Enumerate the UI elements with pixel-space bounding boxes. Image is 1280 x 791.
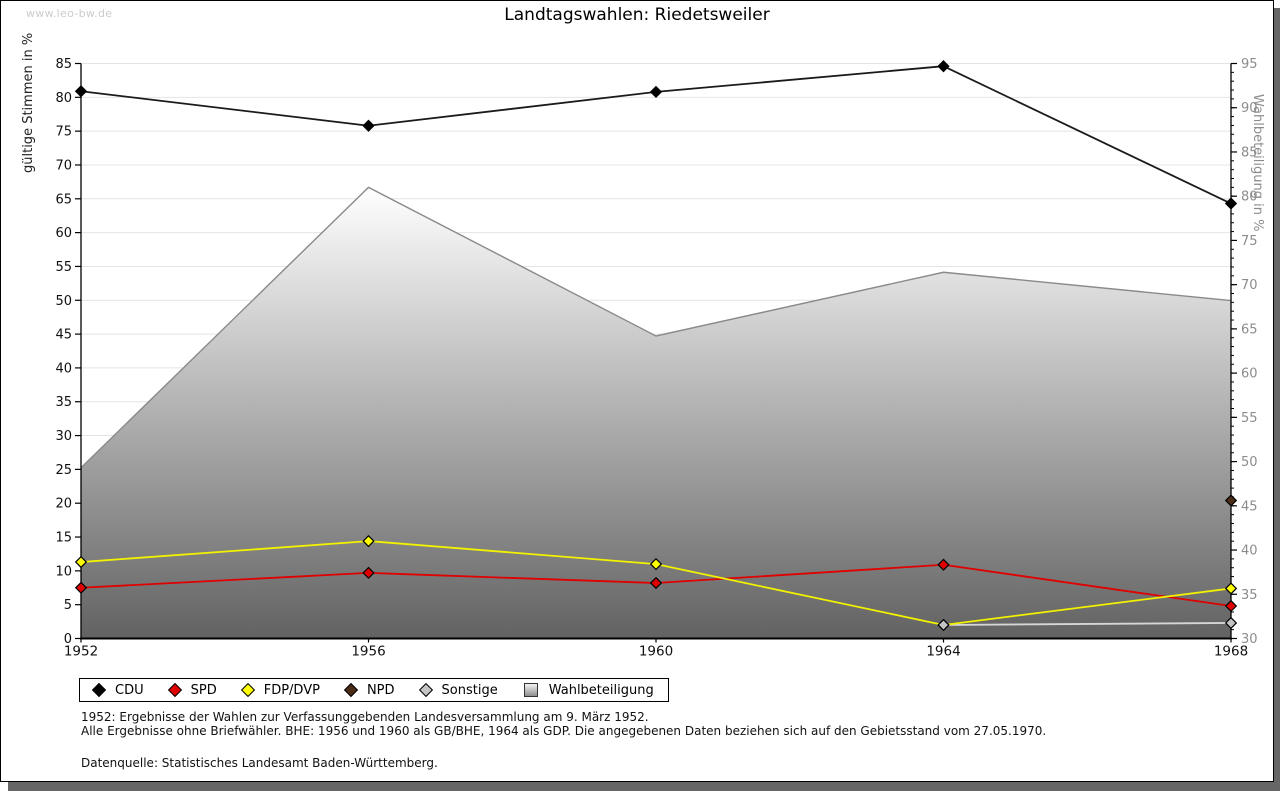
svg-text:1956: 1956 bbox=[351, 644, 385, 660]
legend-label: Sonstige bbox=[441, 682, 498, 698]
svg-text:80: 80 bbox=[1241, 190, 1258, 205]
svg-text:40: 40 bbox=[55, 361, 72, 376]
svg-text:55: 55 bbox=[55, 260, 72, 275]
svg-text:10: 10 bbox=[55, 564, 72, 579]
svg-text:60: 60 bbox=[55, 226, 72, 241]
svg-text:90: 90 bbox=[1241, 101, 1258, 116]
diamond-swatch-icon bbox=[91, 682, 107, 698]
diamond-swatch-icon bbox=[240, 682, 255, 698]
legend-label: SPD bbox=[190, 682, 217, 698]
diamond-swatch-icon bbox=[167, 682, 182, 698]
svg-text:45: 45 bbox=[55, 328, 72, 343]
svg-text:0: 0 bbox=[64, 632, 72, 647]
svg-text:30: 30 bbox=[1241, 632, 1258, 647]
footnote-line-2: Alle Ergebnisse ohne Briefwähler. BHE: 1… bbox=[81, 724, 1047, 738]
svg-text:1964: 1964 bbox=[926, 644, 960, 660]
chart-title: Landtagswahlen: Riedetsweiler bbox=[504, 5, 770, 25]
legend-item-wahlbeteiligung: Wahlbeteiligung bbox=[523, 682, 654, 698]
svg-text:75: 75 bbox=[55, 125, 72, 140]
legend-label: NPD bbox=[366, 682, 395, 698]
svg-text:85: 85 bbox=[1241, 145, 1258, 160]
svg-text:5: 5 bbox=[64, 598, 72, 613]
page-shadow-bottom bbox=[8, 782, 1280, 791]
footnotes: 1952: Ergebnisse der Wahlen zur Verfassu… bbox=[81, 710, 1046, 770]
svg-text:1968: 1968 bbox=[1214, 644, 1248, 660]
svg-text:20: 20 bbox=[55, 497, 72, 512]
svg-text:70: 70 bbox=[1241, 278, 1258, 293]
svg-text:Wahlbeteiligung in %: Wahlbeteiligung in % bbox=[1250, 94, 1265, 231]
svg-text:50: 50 bbox=[55, 294, 72, 309]
footnote-line-1: 1952: Ergebnisse der Wahlen zur Verfassu… bbox=[81, 710, 649, 724]
legend-label: Wahlbeteiligung bbox=[548, 682, 654, 698]
svg-text:40: 40 bbox=[1241, 544, 1258, 559]
legend-item-spd: SPD bbox=[167, 682, 217, 698]
legend-item-cdu: CDU bbox=[91, 682, 144, 698]
svg-text:70: 70 bbox=[55, 158, 72, 173]
svg-text:1952: 1952 bbox=[64, 644, 98, 660]
legend-item-sonstige: Sonstige bbox=[418, 682, 498, 698]
svg-text:55: 55 bbox=[1241, 411, 1258, 426]
watermark: www.leo-bw.de bbox=[26, 7, 113, 20]
data-source: Datenquelle: Statistisches Landesamt Bad… bbox=[81, 756, 438, 770]
svg-text:95: 95 bbox=[1241, 57, 1258, 72]
svg-text:15: 15 bbox=[55, 531, 72, 546]
svg-text:75: 75 bbox=[1241, 234, 1258, 249]
svg-text:50: 50 bbox=[1241, 455, 1258, 470]
square-swatch-icon bbox=[523, 683, 538, 697]
svg-text:80: 80 bbox=[55, 91, 72, 106]
svg-text:35: 35 bbox=[1241, 588, 1258, 603]
svg-text:1960: 1960 bbox=[639, 644, 673, 660]
legend-item-npd: NPD bbox=[343, 682, 395, 698]
svg-text:25: 25 bbox=[55, 463, 72, 478]
legend-item-fdp-dvp: FDP/DVP bbox=[240, 682, 320, 698]
page-shadow-right bbox=[1274, 8, 1280, 791]
svg-text:gültige Stimmen in %: gültige Stimmen in % bbox=[21, 33, 36, 173]
diamond-swatch-icon bbox=[343, 682, 359, 698]
chart-canvas: 0 5 10 15 20 25 30 35 40 45 50 55 60 65 70 75 80 85 30 35 40… bbox=[21, 33, 1265, 660]
svg-text:35: 35 bbox=[55, 395, 72, 410]
diamond-swatch-icon bbox=[418, 682, 433, 698]
legend: CDU SPD FDP/DVP NPD Sonstige Wahlbeteiligung bbox=[79, 678, 669, 702]
legend-label: FDP/DVP bbox=[263, 682, 320, 698]
svg-text:65: 65 bbox=[55, 192, 72, 207]
svg-text:45: 45 bbox=[1241, 499, 1258, 514]
svg-text:30: 30 bbox=[55, 429, 72, 444]
svg-text:65: 65 bbox=[1241, 322, 1258, 337]
svg-text:85: 85 bbox=[55, 57, 72, 72]
legend-label: CDU bbox=[115, 682, 144, 698]
svg-text:60: 60 bbox=[1241, 367, 1258, 382]
